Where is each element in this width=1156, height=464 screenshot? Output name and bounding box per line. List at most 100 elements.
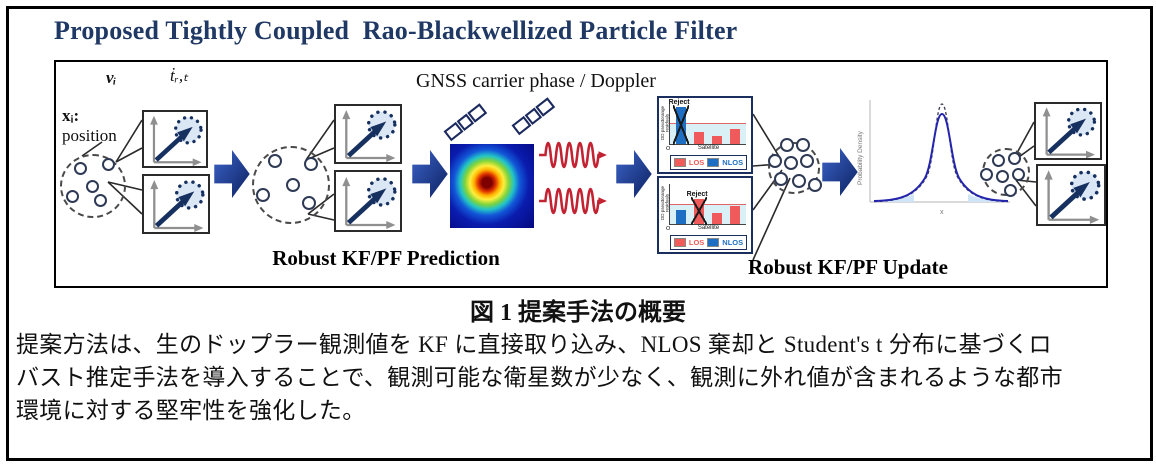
particle <box>1004 184 1017 197</box>
residual-bar-los <box>711 212 723 224</box>
particle <box>302 196 316 210</box>
particle <box>268 154 282 168</box>
velocity-label: vᵢ <box>106 68 117 87</box>
state-box-2b <box>334 170 402 232</box>
los-legend-label: LOS <box>688 158 705 167</box>
left-tail-shade <box>874 194 914 202</box>
flow-arrow-4 <box>822 148 858 196</box>
particle <box>796 138 810 152</box>
origin-label: O <box>666 146 671 152</box>
residual-bar-los <box>693 132 705 144</box>
reject-cross-icon <box>690 196 708 225</box>
residual-bar-los: Reject <box>687 191 708 225</box>
residual-bars: Reject <box>669 99 746 145</box>
residual-bar-los <box>711 136 723 144</box>
particle-cluster-prior <box>58 148 134 220</box>
figure-border <box>6 6 1153 461</box>
prediction-stage-label: Robust KF/PF Prediction <box>272 246 500 270</box>
cluster-boundary <box>768 142 820 194</box>
abstract-line: バスト推定手法を導入することで、観測可能な衛星数が少なく、観測に外れ値が含まれる… <box>16 365 1063 390</box>
particle-cluster-weighted <box>764 136 826 208</box>
reject-cross-icon <box>672 105 690 145</box>
position-word-label: position <box>62 126 117 145</box>
pipeline-diagram: vᵢ ṫᵣ,ₜ xᵢ: position GNSS carrier phase … <box>54 60 1108 288</box>
reject-label: Reject <box>668 99 690 107</box>
svg-text:x: x <box>940 209 944 216</box>
threshold-line <box>670 203 746 206</box>
svg-text:Probability Density: Probability Density <box>857 130 864 185</box>
particle <box>94 194 107 207</box>
residual-bar-los <box>729 128 741 144</box>
particle <box>996 170 1009 183</box>
state-box-2a <box>334 104 402 164</box>
nlos-legend-label: NLOS <box>722 158 744 167</box>
residual-chart-top: DD pseudorange residuals O Reject Satell… <box>657 96 753 174</box>
residual-bar-nlos: Reject <box>669 99 690 145</box>
particle <box>1012 168 1025 181</box>
residual-xlabel: Satellite <box>697 145 720 151</box>
student-t-curve <box>873 112 1009 202</box>
right-tail-shade <box>968 194 1008 202</box>
update-stage-label: Robust KF/PF Update <box>748 255 948 279</box>
particle <box>1008 152 1021 165</box>
residual-ylabel: DD pseudorange residuals <box>661 105 669 140</box>
abstract-line: 提案方法は、生のドップラー観測値を KF に直接取り込み、NLOS 棄却と St… <box>16 332 1052 357</box>
state-box-4a <box>1034 102 1102 160</box>
carrier-wave-icon <box>538 187 608 215</box>
nlos-swatch <box>707 238 720 247</box>
satellite-icon <box>511 97 555 135</box>
figure-caption: 図 1 提案手法の概要 <box>470 300 686 326</box>
state-box-1b <box>142 174 210 234</box>
los-nlos-legend: LOS NLOS <box>670 235 747 250</box>
particle <box>808 178 822 192</box>
residual-plot: O Reject <box>666 184 746 232</box>
flow-arrow-2 <box>412 150 448 198</box>
state-box-1a <box>142 110 208 168</box>
figure-title: Proposed Tightly Coupled Rao-Blackwelliz… <box>54 16 738 45</box>
abstract-line: 環境に対する堅牢性を強化した。 <box>16 398 366 423</box>
carrier-wave-icon <box>538 141 608 169</box>
particle <box>774 172 788 186</box>
particle <box>286 178 300 192</box>
particle-cluster-posterior <box>978 146 1036 204</box>
residual-plot: O Reject <box>666 99 746 152</box>
state-box-4b <box>1036 164 1106 226</box>
cluster-boundary <box>252 146 330 224</box>
nlos-swatch <box>707 158 720 167</box>
particle <box>256 188 270 202</box>
flow-arrow-1 <box>214 150 250 198</box>
gnss-label: GNSS carrier phase / Doppler <box>416 70 656 92</box>
particle <box>66 190 79 203</box>
particle <box>304 157 318 171</box>
los-swatch <box>673 238 686 247</box>
clock-drift-label: ṫᵣ,ₜ <box>170 66 189 85</box>
satellite-icon <box>443 103 487 141</box>
residual-bars: Reject <box>670 184 746 225</box>
particle <box>102 158 115 171</box>
residual-xlabel: Satellite <box>697 225 720 231</box>
particle <box>784 156 798 170</box>
threshold-line <box>670 122 746 124</box>
particle <box>992 154 1005 167</box>
residual-ylabel: DD pseudorange residuals <box>661 185 669 220</box>
nlos-legend-label: NLOS <box>722 238 744 247</box>
position-likelihood-heatmap <box>450 144 534 228</box>
los-swatch <box>673 158 686 167</box>
residual-chart-bottom: DD pseudorange residuals O Reject Satell… <box>657 176 753 254</box>
inlier-zone <box>670 205 746 224</box>
particle-cluster-predicted <box>250 142 334 226</box>
abstract-text: 提案方法は、生のドップラー観測値を KF に直接取り込み、NLOS 棄却と St… <box>16 328 1140 427</box>
particle <box>800 154 814 168</box>
student-t-distribution-plot: Probability Density x <box>857 100 1010 216</box>
los-legend-label: LOS <box>688 238 705 247</box>
particle <box>980 168 993 181</box>
particle <box>768 154 782 168</box>
particle <box>780 138 794 152</box>
particle <box>74 162 87 175</box>
position-var-label: xᵢ: <box>62 106 80 125</box>
particle <box>792 174 806 188</box>
flow-arrow-3 <box>616 150 652 198</box>
residual-bar-nlos <box>675 210 687 224</box>
particle <box>86 180 99 193</box>
